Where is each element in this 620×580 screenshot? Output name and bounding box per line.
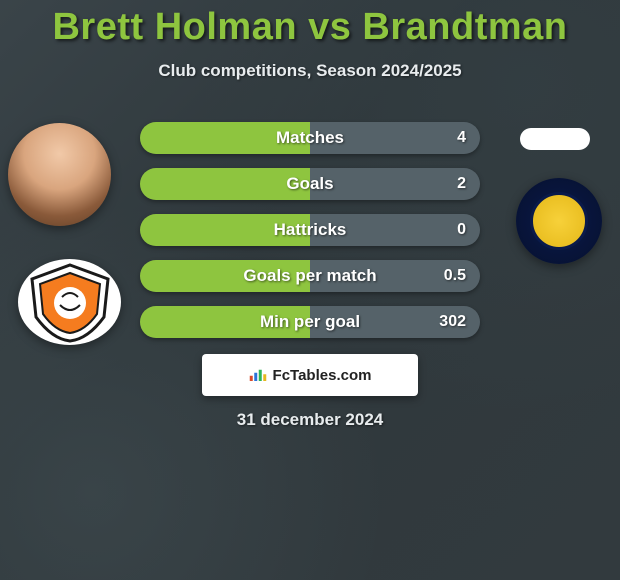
brand-label: FcTables.com [273, 367, 372, 384]
stat-row: Matches 4 [140, 122, 480, 154]
stat-row: Goals per match 0.5 [140, 260, 480, 292]
stat-left-fill [140, 168, 310, 200]
player-left-avatar [8, 123, 111, 226]
stats-group: Matches 4 Goals 2 Hattricks 0 Goals per match 0… [140, 122, 480, 352]
stat-label: Hattricks [274, 220, 347, 240]
stat-value-right: 2 [457, 175, 466, 193]
footer-date: 31 december 2024 [237, 410, 384, 430]
brisbane-roar-icon [20, 259, 120, 345]
subtitle: Club competitions, Season 2024/2025 [0, 61, 620, 81]
mariners-icon [530, 192, 588, 250]
stat-row: Min per goal 302 [140, 306, 480, 338]
stat-value-right: 4 [457, 129, 466, 147]
stat-label: Goals [286, 174, 333, 194]
page-title: Brett Holman vs Brandtman [0, 0, 620, 49]
stat-label: Goals per match [243, 266, 376, 286]
stat-value-right: 0.5 [444, 267, 466, 285]
stat-label: Matches [276, 128, 344, 148]
stat-right-fill [310, 168, 480, 200]
player-right-avatar [520, 128, 590, 150]
stat-row: Hattricks 0 [140, 214, 480, 246]
stat-label: Min per goal [260, 312, 360, 332]
stat-row: Goals 2 [140, 168, 480, 200]
chart-bars-icon [249, 368, 267, 382]
stat-value-right: 302 [439, 313, 466, 331]
club-right-badge [516, 178, 602, 264]
club-left-badge [18, 259, 121, 345]
brand-card[interactable]: FcTables.com [202, 354, 418, 396]
stat-value-right: 0 [457, 221, 466, 239]
